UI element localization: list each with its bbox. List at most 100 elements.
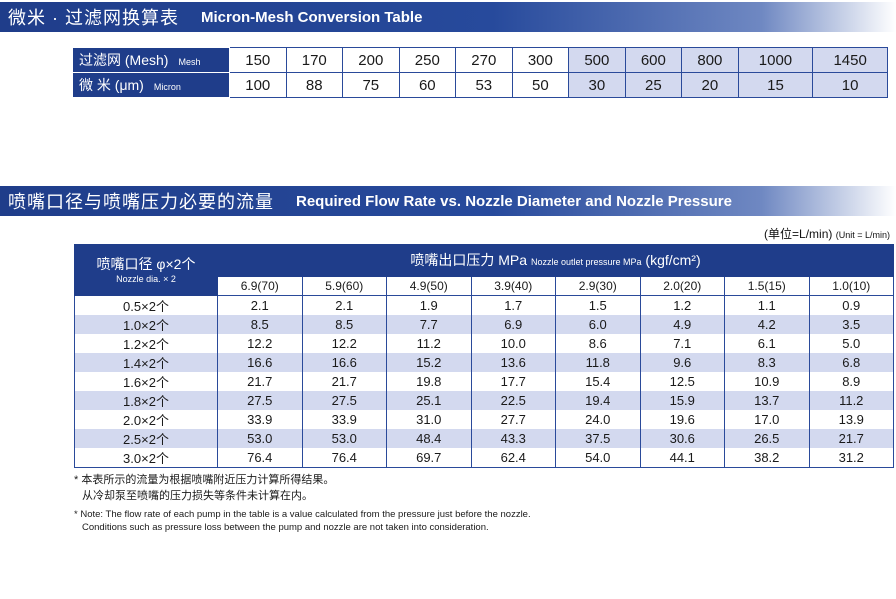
flow-value-cell: 43.3 — [470, 429, 556, 448]
table-row: 2.5×2个 53.0 53.0 48.4 43.3 37.5 30.6 26.5 21.7 — [74, 429, 894, 448]
flow-value-cell: 53.0 — [301, 429, 387, 448]
flow-value-cell: 27.7 — [470, 410, 556, 429]
flow-value-cell: 54.0 — [555, 448, 641, 468]
flow-value-cell: 6.9 — [470, 315, 556, 334]
note-zh-line: 从冷却泵至喷嘴的压力损失等条件未计算在内。 — [82, 490, 313, 502]
table-row: 1.6×2个 21.7 21.7 19.8 17.7 15.4 12.5 10.9 8.9 — [74, 372, 894, 391]
flow-value-cell: 48.4 — [386, 429, 472, 448]
nozzle-dia-cell: 1.8×2个 — [74, 391, 218, 410]
note-en: * Note: The flow rate of each pump in th… — [74, 508, 531, 534]
flow-value-cell: 21.7 — [808, 429, 894, 448]
flow-value-cell: 31.2 — [808, 448, 894, 468]
flow-value-cell: 16.6 — [301, 353, 387, 372]
nozzle-dia-cell: 1.6×2个 — [74, 372, 218, 391]
flow-value-cell: 17.7 — [470, 372, 556, 391]
flow-value-cell: 44.1 — [639, 448, 725, 468]
section-title-en: Micron-Mesh Conversion Table — [201, 8, 423, 26]
flow-value-cell: 69.7 — [386, 448, 472, 468]
nozzle-dia-cell: 1.2×2个 — [74, 334, 218, 353]
flow-value-cell: 2.1 — [217, 295, 303, 315]
flow-value-cell: 13.9 — [808, 410, 894, 429]
mesh-value-cell: 200 — [342, 47, 400, 73]
micron-value-cell: 50 — [511, 72, 570, 98]
flow-value-cell: 9.6 — [639, 353, 725, 372]
flow-value-cell: 22.5 — [470, 391, 556, 410]
flow-value-cell: 11.2 — [808, 391, 894, 410]
flow-value-cell: 1.5 — [555, 295, 641, 315]
flow-value-cell: 15.9 — [639, 391, 725, 410]
pressure-column-header: 6.9(70) — [217, 275, 303, 297]
flow-value-cell: 15.2 — [386, 353, 472, 372]
mesh-value-cell: 300 — [511, 47, 570, 73]
pressure-header-unit: (kgf/cm²) — [645, 252, 701, 269]
micron-row: 微 米 (μm) Micron 100 88 75 60 53 50 30 25 20 15 10 — [72, 72, 888, 98]
mesh-value-cell: 500 — [568, 47, 626, 73]
note-zh: * 本表所示的流量为根据喷嘴附近压力计算所得结果。 从冷却泵至喷嘴的压力损失等条… — [74, 472, 334, 504]
table-row: 1.2×2个 12.2 12.2 11.2 10.0 8.6 7.1 6.1 5.0 — [74, 334, 894, 353]
micron-value-cell: 100 — [229, 72, 287, 98]
mesh-value-cell: 1000 — [737, 47, 814, 73]
table-row: 0.5×2个 2.1 2.1 1.9 1.7 1.5 1.2 1.1 0.9 — [74, 295, 894, 315]
flow-value-cell: 76.4 — [217, 448, 303, 468]
pressure-column-header: 2.9(30) — [555, 275, 641, 297]
flow-value-cell: 5.0 — [808, 334, 894, 353]
table-row: 1.0×2个 8.5 8.5 7.7 6.9 6.0 4.9 4.2 3.5 — [74, 315, 894, 334]
flow-value-cell: 21.7 — [217, 372, 303, 391]
unit-note-zh: (单位=L/min) — [764, 227, 833, 241]
flow-value-cell: 19.6 — [639, 410, 725, 429]
flow-value-cell: 33.9 — [217, 410, 303, 429]
flow-value-cell: 8.6 — [555, 334, 641, 353]
pressure-column-header: 1.0(10) — [808, 275, 894, 297]
micron-value-cell: 88 — [285, 72, 344, 98]
flow-value-cell: 0.9 — [808, 295, 894, 315]
flow-value-cell: 53.0 — [217, 429, 303, 448]
unit-note: (单位=L/min) (Unit = L/min) — [764, 225, 890, 242]
flow-value-cell: 21.7 — [301, 372, 387, 391]
pressure-column-header: 3.9(40) — [470, 275, 556, 297]
flow-value-cell: 6.1 — [724, 334, 810, 353]
table-row: 1.8×2个 27.5 27.5 25.1 22.5 19.4 15.9 13.7 11.2 — [74, 391, 894, 410]
table-row: 2.0×2个 33.9 33.9 31.0 27.7 24.0 19.6 17.0 13.9 — [74, 410, 894, 429]
flow-value-cell: 10.0 — [470, 334, 556, 353]
micron-value-cell: 20 — [681, 72, 739, 98]
flow-value-cell: 24.0 — [555, 410, 641, 429]
mesh-value-cell: 600 — [624, 47, 683, 73]
flow-value-cell: 4.9 — [639, 315, 725, 334]
flow-value-cell: 6.0 — [555, 315, 641, 334]
micron-value-cell: 60 — [398, 72, 457, 98]
flow-value-cell: 25.1 — [386, 391, 472, 410]
micron-value-cell: 15 — [737, 72, 814, 98]
flow-value-cell: 7.7 — [386, 315, 472, 334]
note-zh-line: * 本表所示的流量为根据喷嘴附近压力计算所得结果。 — [74, 474, 335, 486]
mesh-value-cell: 270 — [455, 47, 513, 73]
nozzle-dia-cell: 3.0×2个 — [74, 448, 218, 468]
nozzle-dia-cell: 1.0×2个 — [74, 315, 218, 334]
micron-sub-label: Micron — [153, 82, 181, 92]
flow-value-cell: 15.4 — [555, 372, 641, 391]
mesh-value-cell: 150 — [229, 47, 287, 73]
flow-value-cell: 8.9 — [808, 372, 894, 391]
pressure-column-header: 1.5(15) — [724, 275, 810, 297]
pressure-header-zh: 喷嘴出口压力 MPa — [410, 252, 528, 269]
section-banner-mesh: 微米 · 过滤网换算表 Micron-Mesh Conversion Table — [0, 2, 896, 32]
mesh-label: 过滤网 (Mesh) — [79, 52, 169, 68]
micron-value-cell: 53 — [455, 72, 513, 98]
pressure-header-en: Nozzle outlet pressure MPa — [530, 257, 642, 268]
mesh-conversion-table: 过滤网 (Mesh) Mesh 150 170 200 250 270 300 500 600 8… — [72, 47, 888, 98]
flow-value-cell: 8.5 — [217, 315, 303, 334]
flow-value-cell: 76.4 — [301, 448, 387, 468]
micron-value-cell: 25 — [624, 72, 683, 98]
pressure-header: 喷嘴出口压力 MPa Nozzle outlet pressure MPa (k… — [217, 244, 894, 277]
flow-value-cell: 19.8 — [386, 372, 472, 391]
table-row: 1.4×2个 16.6 16.6 15.2 13.6 11.8 9.6 8.3 6.8 — [74, 353, 894, 372]
flow-value-cell: 8.5 — [301, 315, 387, 334]
nozzle-dia-cell: 1.4×2个 — [74, 353, 218, 372]
section-banner-flow: 喷嘴口径与喷嘴压力必要的流量 Required Flow Rate vs. No… — [0, 186, 896, 216]
flow-value-cell: 11.2 — [386, 334, 472, 353]
pressure-header-row: 喷嘴口径 φ×2个 Nozzle dia. × 2 喷嘴出口压力 MPa Noz… — [74, 244, 894, 296]
micron-value-cell: 30 — [568, 72, 626, 98]
pressure-column-header: 4.9(50) — [386, 275, 472, 297]
flow-value-cell: 38.2 — [724, 448, 810, 468]
flow-value-cell: 11.8 — [555, 353, 641, 372]
flow-value-cell: 17.0 — [724, 410, 810, 429]
